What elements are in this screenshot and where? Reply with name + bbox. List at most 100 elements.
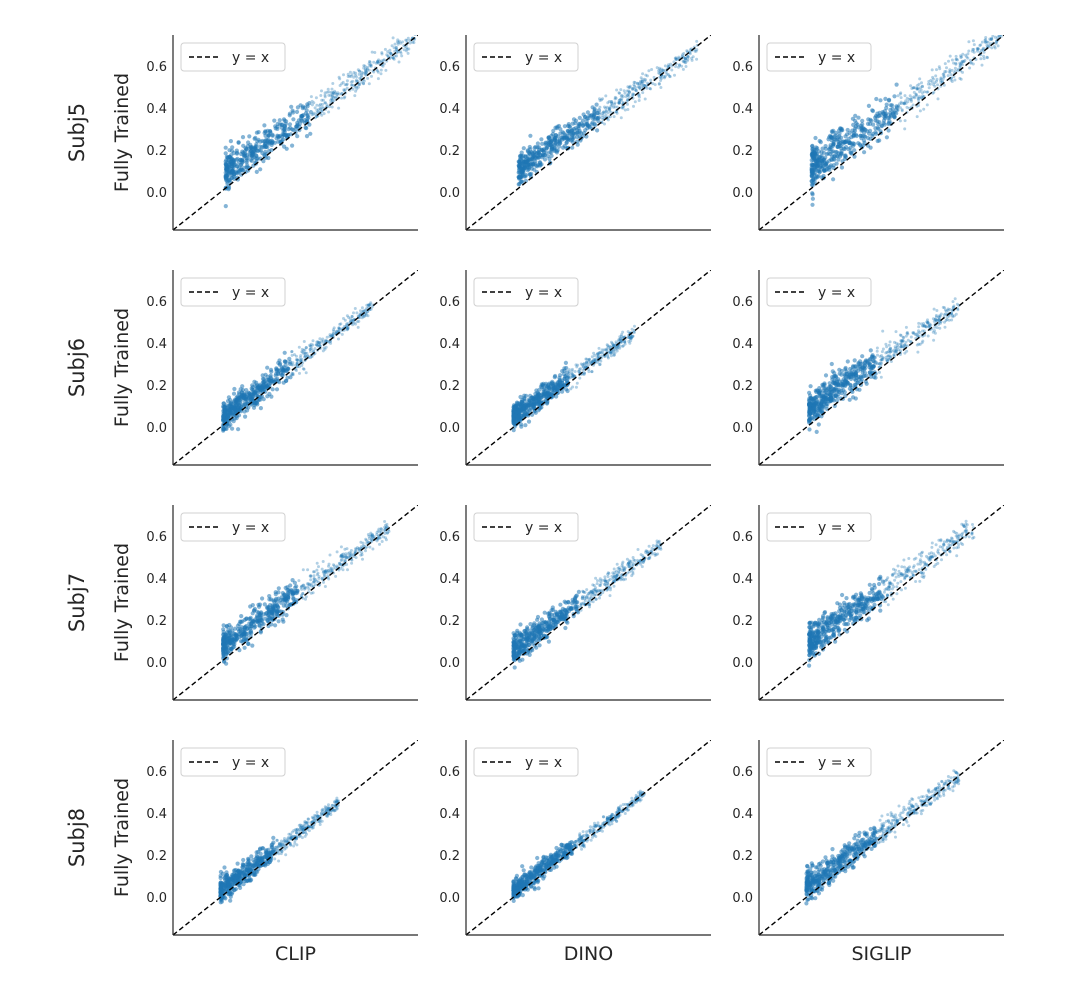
scatter-point [639,80,643,84]
scatter-point [266,608,271,614]
scatter-point [347,556,350,560]
legend-label: y = x [525,285,562,301]
scatter-point [618,101,622,104]
scatter-point [936,97,940,101]
scatter-point [605,105,609,109]
scatter-point [829,134,834,139]
scatter-point [617,339,620,343]
scatter-point [887,357,891,361]
scatter-point [871,375,877,380]
scatter-point [336,329,340,333]
scatter-point [348,317,352,321]
scatter-point [959,56,963,60]
scatter-point [623,91,627,95]
scatter-point [571,385,575,389]
scatter-point [643,97,647,101]
scatter-point [937,320,941,324]
scatter-point [269,138,274,143]
scatter-point [352,318,355,322]
scatter-point [674,57,678,61]
scatter-point [680,54,684,58]
scatter-point [295,362,299,366]
scatter-point [824,397,829,402]
scatter-point [628,337,632,341]
scatter-point [879,361,883,365]
scatter-point [294,354,298,358]
scatter-point [926,334,930,338]
scatter-point [399,51,403,55]
scatter-point [612,353,616,357]
scatter-point [626,85,630,89]
scatter-point [527,652,532,658]
scatter-point [224,154,229,159]
scatter-point [352,321,356,325]
scatter-point [958,62,962,66]
scatter-point [852,141,857,147]
scatter-point [304,371,308,375]
scatter-point [617,91,621,95]
scatter-point [608,108,612,112]
scatter-point [902,101,906,105]
scatter-point [552,146,557,151]
scatter-point [315,343,319,347]
scatter-point [331,334,335,338]
scatter-point [626,108,630,111]
scatter-point [608,577,612,581]
scatter-point [233,401,238,406]
scatter-point [823,155,828,160]
scatter-point [914,333,917,337]
scatter-point [997,35,1001,38]
scatter-point [301,113,306,118]
scatter-point [290,363,294,367]
scatter-point [546,135,551,140]
scatter-point [632,92,636,96]
scatter-point [612,353,616,357]
scatter-point [384,536,387,540]
scatter-point [320,89,323,93]
scatter-point [651,82,655,86]
scatter-point [674,58,678,61]
scatter-point [391,36,395,40]
scatter-point [617,566,621,570]
scatter-point [331,94,334,98]
scatter-point [617,570,621,574]
scatter-point [601,110,605,114]
scatter-point [258,406,263,411]
scatter-point [581,368,585,372]
scatter-point [520,401,525,406]
scatter-point [933,325,937,329]
scatter-point [360,74,364,78]
scatter-point [341,568,345,572]
scatter-point [234,169,239,174]
scatter-point [912,86,916,90]
scatter-point [237,621,242,627]
scatter-point [282,597,287,602]
scatter-point [657,71,661,75]
scatter-point [318,344,322,348]
scatter-point [684,57,688,61]
scatter-point [383,520,387,523]
scatter-point [332,563,335,567]
reference-line [466,35,711,230]
scatter-point [606,345,610,349]
scatter-point [333,89,337,93]
scatter-point [685,59,689,63]
scatter-point [992,44,996,48]
scatter-point [604,580,608,583]
legend-label: y = x [232,285,269,301]
scatter-point [225,415,230,420]
scatter-point [570,137,575,142]
scatter-point [312,570,315,574]
scatter-point [814,399,819,404]
scatter-point [947,314,951,318]
scatter-point [337,327,341,331]
scatter-point [926,90,930,94]
scatter-point [221,652,226,657]
scatter-point [517,409,523,414]
scatter-point [583,599,587,603]
scatter-point [355,75,358,79]
scatter-point [677,55,681,59]
scatter-point [895,349,899,353]
scatter-point [881,347,885,351]
scatter-point [587,358,591,361]
